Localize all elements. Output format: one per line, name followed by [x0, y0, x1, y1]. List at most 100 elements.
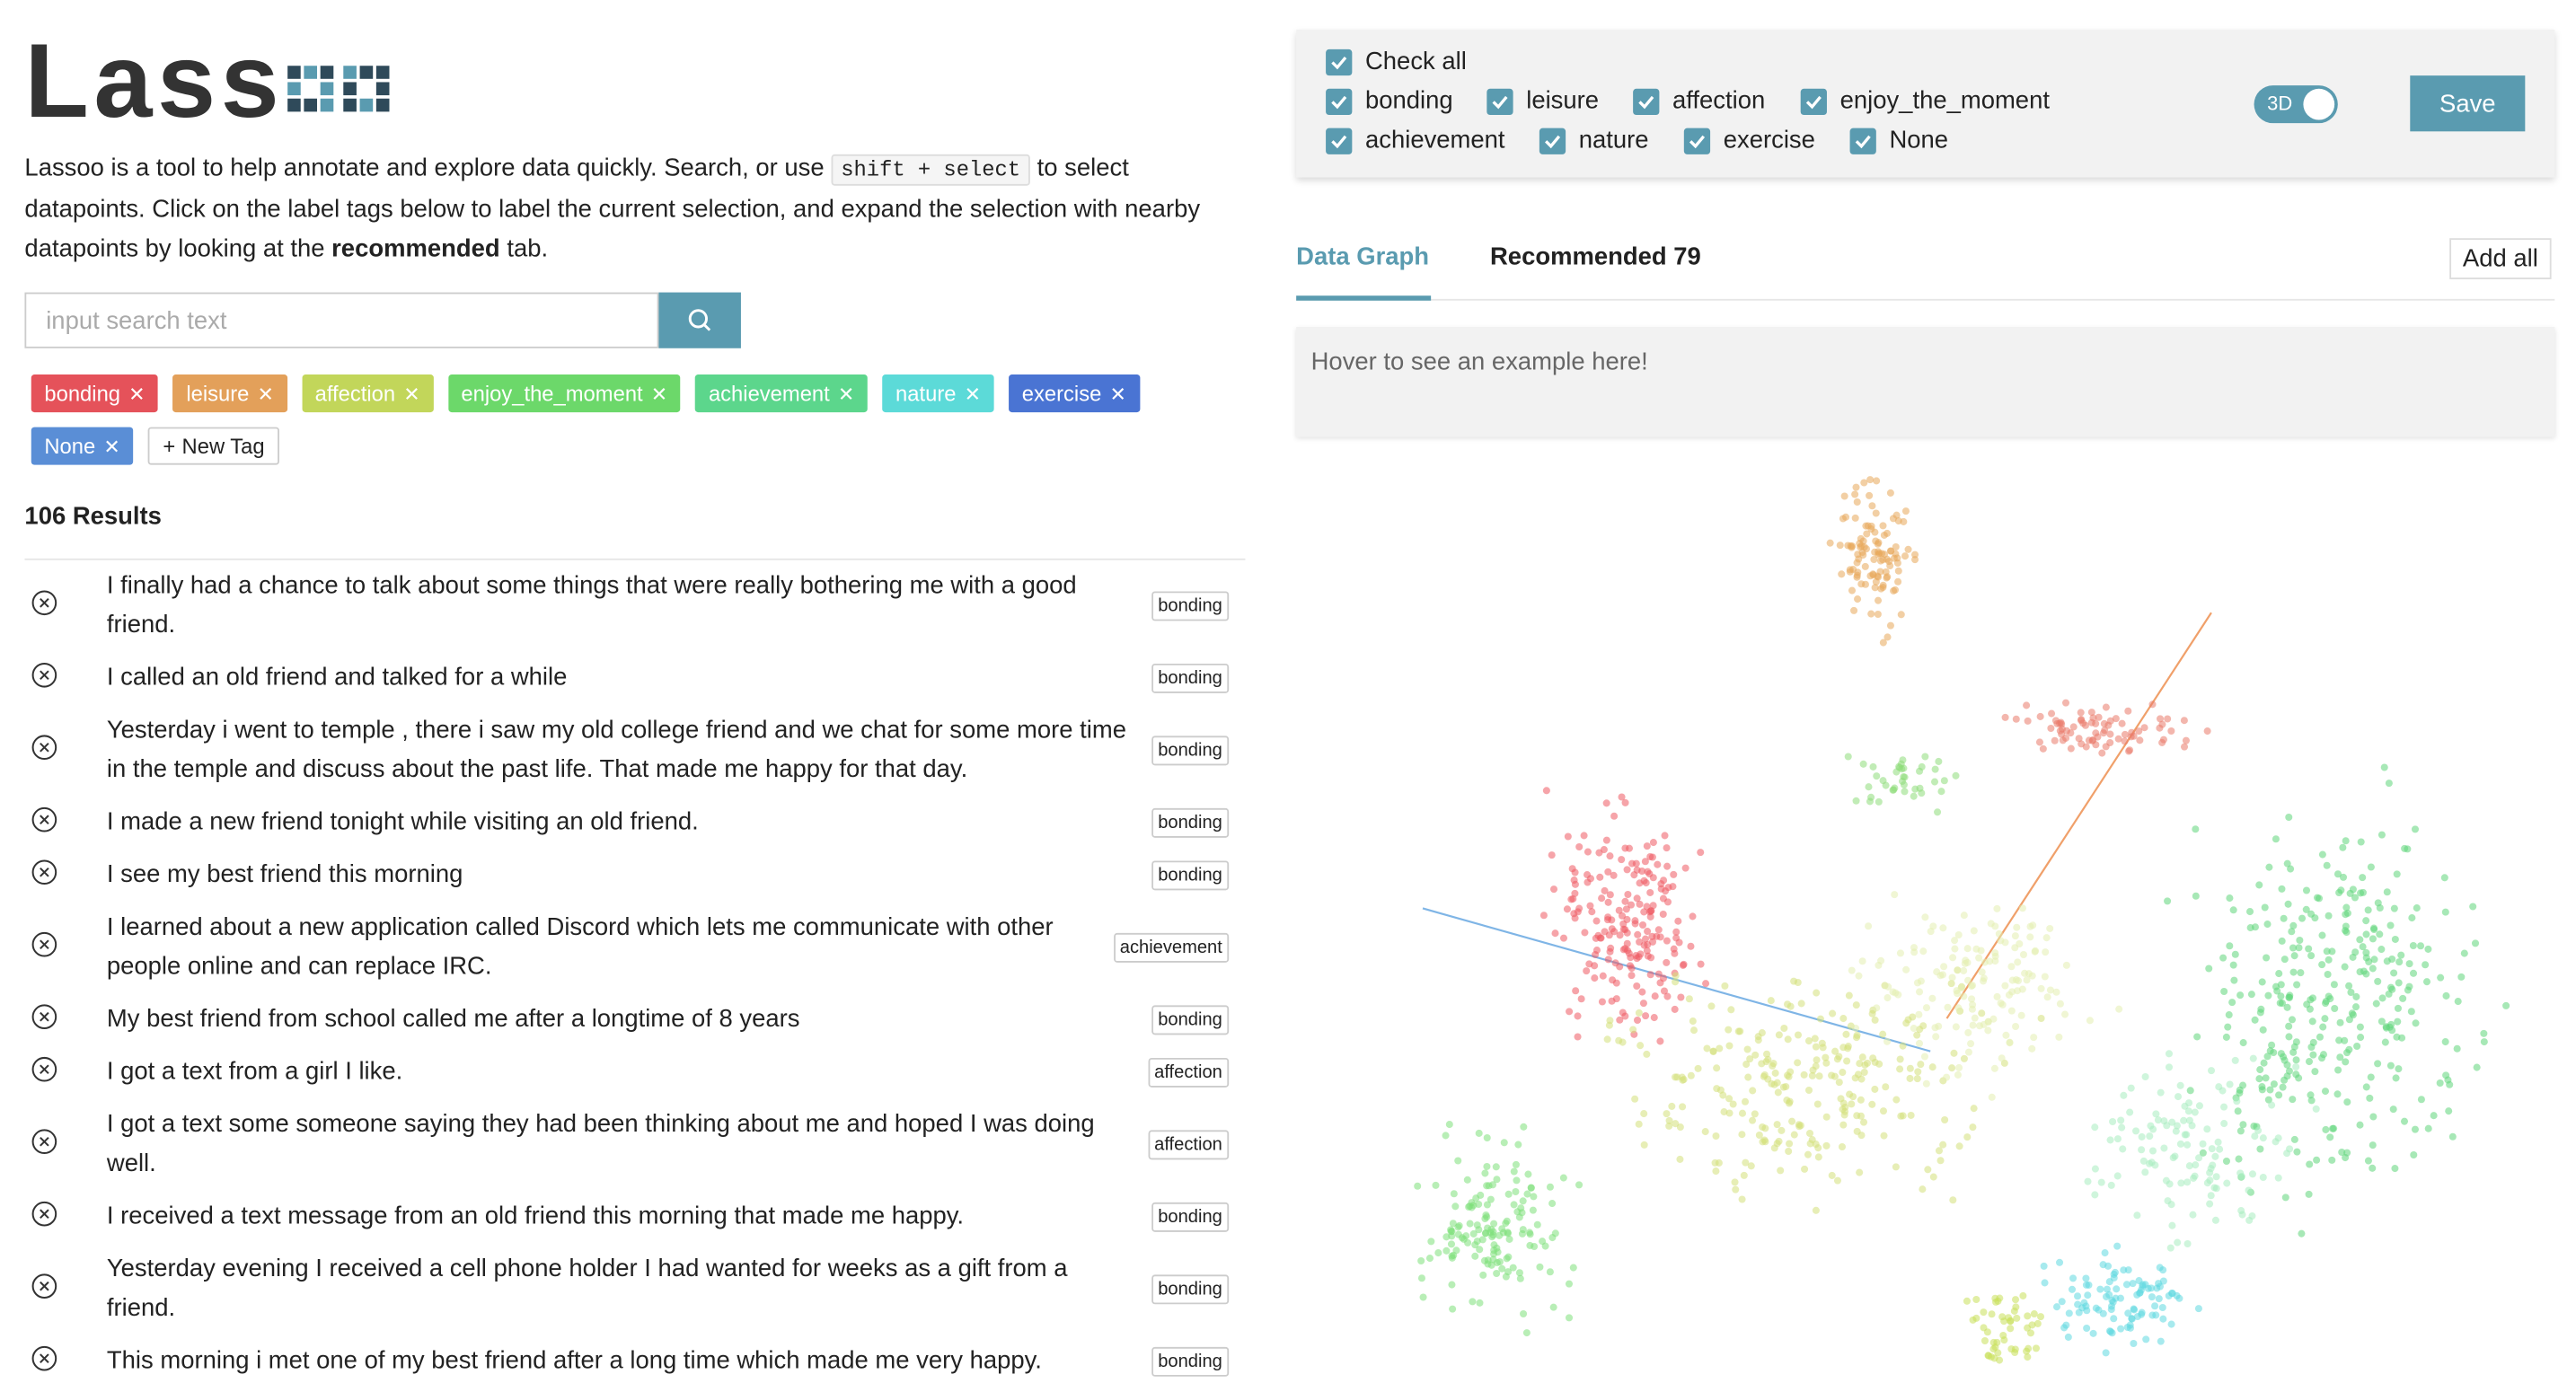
graph-point: [1639, 1000, 1647, 1008]
graph-point: [1725, 1026, 1733, 1034]
graph-point: [2322, 1125, 2330, 1133]
graph-point: [2471, 939, 2480, 947]
graph-point: [1619, 925, 1628, 933]
graph-point: [1417, 1274, 1426, 1282]
graph-point: [1988, 1093, 1996, 1101]
checkbox[interactable]: exercise: [1683, 127, 1815, 154]
graph-point: [2288, 1016, 2297, 1024]
graph-point: [1707, 1002, 1716, 1010]
graph-point: [1853, 1127, 1861, 1135]
graph-point: [2032, 1344, 2040, 1352]
data-graph[interactable]: [1296, 444, 2576, 1383]
remove-icon[interactable]: [24, 1003, 106, 1037]
remove-icon[interactable]: [24, 1273, 106, 1307]
graph-point: [2012, 715, 2020, 723]
graph-point: [1608, 916, 1616, 924]
graph-point: [1592, 950, 1600, 959]
remove-icon[interactable]: [24, 859, 106, 893]
checkbox[interactable]: enjoy_the_moment: [1800, 87, 2050, 115]
graph-point: [1978, 1009, 1986, 1017]
graph-point: [2258, 1086, 2266, 1094]
graph-point: [1879, 1030, 1887, 1038]
tab[interactable]: Data Graph: [1296, 242, 1430, 271]
graph-point: [1839, 1106, 1847, 1114]
graph-point: [1813, 1100, 1822, 1108]
graph-point: [1634, 930, 1642, 938]
checkbox[interactable]: Check all: [1326, 48, 1467, 75]
graph-point: [2263, 954, 2271, 962]
remove-icon[interactable]: [24, 1055, 106, 1089]
save-button[interactable]: Save: [2410, 75, 2526, 132]
remove-icon[interactable]: [24, 930, 106, 965]
graph-point: [1931, 1024, 1939, 1032]
result-tag: bonding: [1151, 736, 1230, 766]
tag-name: bonding: [44, 381, 121, 406]
checkbox[interactable]: leisure: [1486, 87, 1599, 115]
graph-point: [1447, 1228, 1455, 1236]
graph-point: [2292, 1056, 2300, 1064]
graph-point: [2285, 1033, 2293, 1041]
graph-point: [2017, 1011, 2025, 1019]
remove-icon[interactable]: [24, 734, 106, 768]
tag[interactable]: exercise ✕: [1009, 374, 1140, 413]
tag[interactable]: nature ✕: [882, 374, 994, 413]
search-input[interactable]: input search text: [24, 292, 659, 348]
graph-point: [1855, 972, 1863, 980]
checkbox[interactable]: None: [1849, 127, 1948, 154]
remove-icon[interactable]: [24, 661, 106, 695]
graph-point: [2342, 837, 2350, 845]
graph-point: [1941, 1115, 1949, 1123]
graph-point: [2203, 1125, 2211, 1133]
tag[interactable]: enjoy_the_moment ✕: [447, 374, 681, 413]
tag[interactable]: None ✕: [31, 427, 134, 465]
graph-point: [1828, 1171, 1836, 1179]
graph-point: [2395, 979, 2403, 987]
remove-icon[interactable]: [24, 806, 106, 840]
graph-point: [1663, 992, 1672, 1000]
graph-point: [1939, 1141, 1947, 1149]
graph-point: [1636, 900, 1644, 908]
remove-icon[interactable]: [24, 1344, 106, 1379]
checkbox[interactable]: achievement: [1326, 127, 1505, 154]
tag[interactable]: leisure ✕: [172, 374, 287, 413]
new-tag-button[interactable]: + New Tag: [147, 427, 280, 465]
tab[interactable]: Recommended 79: [1489, 242, 1701, 271]
tag[interactable]: bonding ✕: [31, 374, 159, 413]
graph-point: [1627, 954, 1635, 962]
search-button[interactable]: [658, 292, 741, 348]
result-row: This morning i met one of my best friend…: [24, 1335, 1245, 1383]
checkbox[interactable]: bonding: [1326, 87, 1453, 115]
result-row: I got a text from a girl I like. affectio…: [24, 1046, 1245, 1099]
graph-point: [2158, 1303, 2166, 1312]
graph-point: [1503, 1255, 1511, 1263]
tag[interactable]: affection ✕: [302, 374, 434, 413]
toggle-label: 3D: [2267, 92, 2293, 116]
graph-point: [1819, 1044, 1827, 1052]
graph-point: [1851, 490, 1859, 498]
graph-point: [2307, 1091, 2315, 1099]
graph-point: [2082, 743, 2090, 751]
checkbox[interactable]: affection: [1633, 87, 1765, 115]
add-all-button[interactable]: Add all: [2449, 238, 2552, 279]
tag[interactable]: achievement ✕: [695, 374, 868, 413]
graph-point: [1703, 1044, 1711, 1053]
graph-point: [1618, 793, 1626, 801]
toggle-3d[interactable]: 3D: [2254, 85, 2338, 124]
graph-point: [2164, 897, 2172, 905]
graph-point: [2283, 1003, 2291, 1011]
graph-point: [1889, 786, 1897, 794]
remove-icon[interactable]: [24, 1200, 106, 1234]
remove-icon[interactable]: [24, 589, 106, 623]
graph-point: [1869, 762, 1877, 771]
graph-point: [1790, 977, 1798, 985]
graph-point: [1633, 894, 1641, 903]
graph-point: [2069, 723, 2078, 731]
graph-point: [2168, 1290, 2176, 1298]
checkbox[interactable]: nature: [1539, 127, 1649, 154]
graph-point: [2502, 1001, 2510, 1009]
graph-point: [1822, 1059, 1831, 1067]
graph-point: [2125, 747, 2133, 755]
remove-icon[interactable]: [24, 1128, 106, 1162]
graph-point: [2321, 1088, 2330, 1096]
graph-point: [2146, 1132, 2154, 1141]
